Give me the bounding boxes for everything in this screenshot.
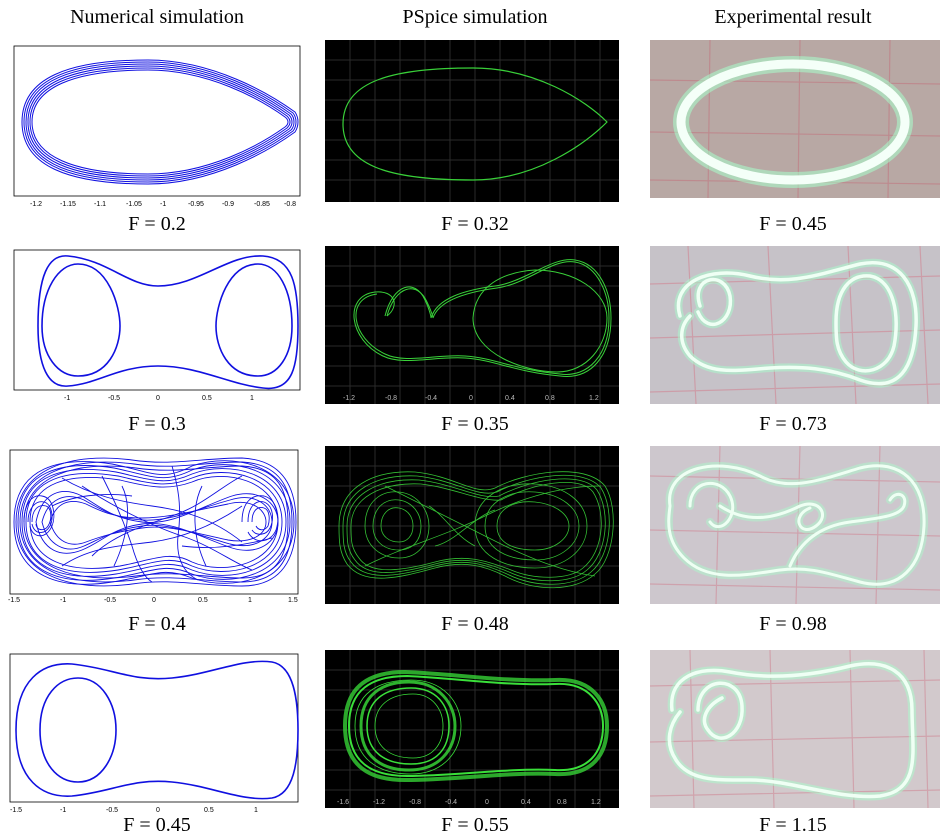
x-tick: -0.8 [385,395,397,402]
x-tick: -0.8 [284,201,296,208]
x-tick: 0 [469,395,473,402]
caption-numerical-1: F = 0.2 [128,213,186,235]
caption-experimental-1: F = 0.45 [759,213,827,235]
caption-pspice-4: F = 0.55 [441,814,509,836]
x-tick: -0.5 [104,597,116,604]
caption-numerical-3: F = 0.4 [128,613,186,635]
caption-numerical-2: F = 0.3 [128,413,186,435]
caption-pspice-2: F = 0.35 [441,413,509,435]
numerical-plot-4: -1.5 -1 -0.5 0 0.5 1 [2,650,302,816]
x-tick: 0.5 [204,807,214,814]
x-tick: 0.8 [557,799,567,806]
numerical-plot-3: -1.5 -1 -0.5 0 0.5 1 1.5 [2,446,302,604]
x-tick: 0.5 [198,597,208,604]
x-tick: -1.2 [373,799,385,806]
x-tick-labels: -1.5 -1 -0.5 0 0.5 1 [10,807,258,814]
x-tick: -0.95 [188,201,204,208]
x-tick: 0.4 [521,799,531,806]
x-tick: -0.9 [222,201,234,208]
x-tick: -0.85 [254,201,270,208]
x-tick-labels: -1.2 -1.15 -1.1 -1.05 -1 -0.95 -0.9 -0.8… [30,201,296,208]
x-tick-labels: -1.5 -1 -0.5 0 0.5 1 1.5 [8,597,298,604]
x-tick: 0.4 [505,395,515,402]
x-tick-labels: -1.2 -0.8 -0.4 0 0.4 0.8 1.2 [343,395,599,402]
x-tick: -1.05 [126,201,142,208]
experimental-photo-3 [650,446,940,604]
numerical-plot-2: -1 -0.5 0 0.5 1 [8,246,302,408]
x-tick: -0.4 [445,799,457,806]
caption-experimental-2: F = 0.73 [759,413,827,435]
x-tick: 1 [250,395,254,402]
experimental-photo-4 [650,650,940,808]
x-tick: 0.8 [545,395,555,402]
x-tick-labels: -1 -0.5 0 0.5 1 [64,395,254,402]
x-tick: -1.2 [343,395,355,402]
x-tick: -1.2 [30,201,42,208]
x-tick: 0 [156,807,160,814]
x-tick: 1.2 [591,799,601,806]
x-tick: 0 [152,597,156,604]
pspice-plot-1 [325,40,619,202]
pspice-plot-2: -1.2 -0.8 -0.4 0 0.4 0.8 1.2 [325,246,619,404]
x-tick: 1 [248,597,252,604]
numerical-plot-1: -1.2 -1.15 -1.1 -1.05 -1 -0.95 -0.9 -0.8… [8,42,302,210]
x-tick: 1 [254,807,258,814]
x-tick: -0.5 [106,807,118,814]
x-tick: -1 [60,807,66,814]
pspice-plot-4: -1.6 -1.2 -0.8 -0.4 0 0.4 0.8 1.2 [325,650,619,808]
caption-experimental-4: F = 1.15 [759,814,827,836]
x-tick: -1 [60,597,66,604]
header-experimental: Experimental result [714,6,872,28]
x-tick: 0 [485,799,489,806]
caption-pspice-3: F = 0.48 [441,613,509,635]
x-tick: -0.4 [425,395,437,402]
caption-numerical-4: F = 0.45 [123,814,191,836]
x-tick: -1.5 [10,807,22,814]
x-tick: -1 [64,395,70,402]
x-tick: 1.5 [288,597,298,604]
caption-pspice-1: F = 0.32 [441,213,509,235]
header-numerical: Numerical simulation [70,6,244,28]
caption-experimental-3: F = 0.98 [759,613,827,635]
x-tick-labels: -1.6 -1.2 -0.8 -0.4 0 0.4 0.8 1.2 [337,799,601,806]
x-tick: -1.1 [94,201,106,208]
x-tick: 1.2 [589,395,599,402]
experimental-photo-1 [650,40,940,198]
x-tick: -1.6 [337,799,349,806]
x-tick: -0.8 [409,799,421,806]
x-tick: 0.5 [202,395,212,402]
x-tick: -1 [160,201,166,208]
x-tick: -0.5 [108,395,120,402]
x-tick: -1.5 [8,597,20,604]
x-tick: -1.15 [60,201,76,208]
experimental-photo-2 [650,246,940,404]
x-tick: 0 [156,395,160,402]
pspice-plot-3 [325,446,619,604]
header-pspice: PSpice simulation [402,6,548,28]
